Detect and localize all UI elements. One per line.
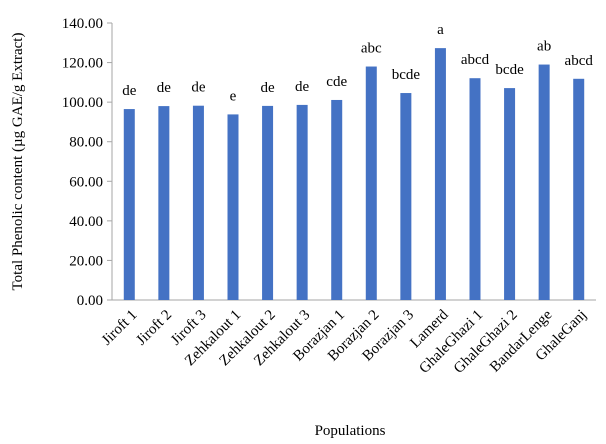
bar <box>331 99 343 300</box>
bar <box>262 105 274 300</box>
significance-label: cde <box>326 74 347 90</box>
y-tick-label: 120.00 <box>62 56 103 72</box>
y-tick-label: 40.00 <box>69 214 103 230</box>
significance-label: a <box>437 22 444 38</box>
x-tick-label: Jiroft 2 <box>133 307 175 349</box>
significance-label: de <box>191 80 206 96</box>
y-tick-label: 0.00 <box>77 293 103 309</box>
significance-label: de <box>260 80 275 96</box>
significance-label: de <box>157 80 172 96</box>
y-tick-label: 60.00 <box>69 174 103 190</box>
bar <box>192 105 204 300</box>
bar <box>573 78 585 300</box>
significance-label: abcd <box>565 53 594 69</box>
significance-label: de <box>122 83 137 99</box>
bar <box>296 104 308 300</box>
bar <box>538 64 550 300</box>
bars <box>123 48 585 301</box>
significance-label: bcde <box>495 62 524 78</box>
significance-label: ab <box>537 39 551 55</box>
significance-label: e <box>230 88 237 104</box>
x-axis-title: Populations <box>315 423 386 439</box>
bar <box>504 88 516 300</box>
y-axis-ticks: 0.00 20.00 40.00 60.00 80.00 100.00 120.00 140.… <box>62 16 112 309</box>
y-axis-title: Total Phenolic content (µg GAE/g Extract… <box>10 33 26 291</box>
bar <box>227 114 239 300</box>
significance-label: de <box>295 79 310 95</box>
bar <box>123 109 135 300</box>
bar <box>434 48 446 301</box>
bar <box>158 106 170 300</box>
significance-label: abc <box>361 41 382 57</box>
x-tick-label: Jiroft 1 <box>99 307 141 349</box>
y-tick-label: 20.00 <box>69 253 103 269</box>
y-tick-label: 80.00 <box>69 135 103 151</box>
y-tick-label: 100.00 <box>62 95 103 111</box>
bar <box>469 78 481 300</box>
y-tick-label: 140.00 <box>62 16 103 32</box>
significance-label: bcde <box>392 67 421 83</box>
bar <box>400 93 412 300</box>
significance-label: abcd <box>461 52 490 68</box>
bar <box>365 66 377 301</box>
